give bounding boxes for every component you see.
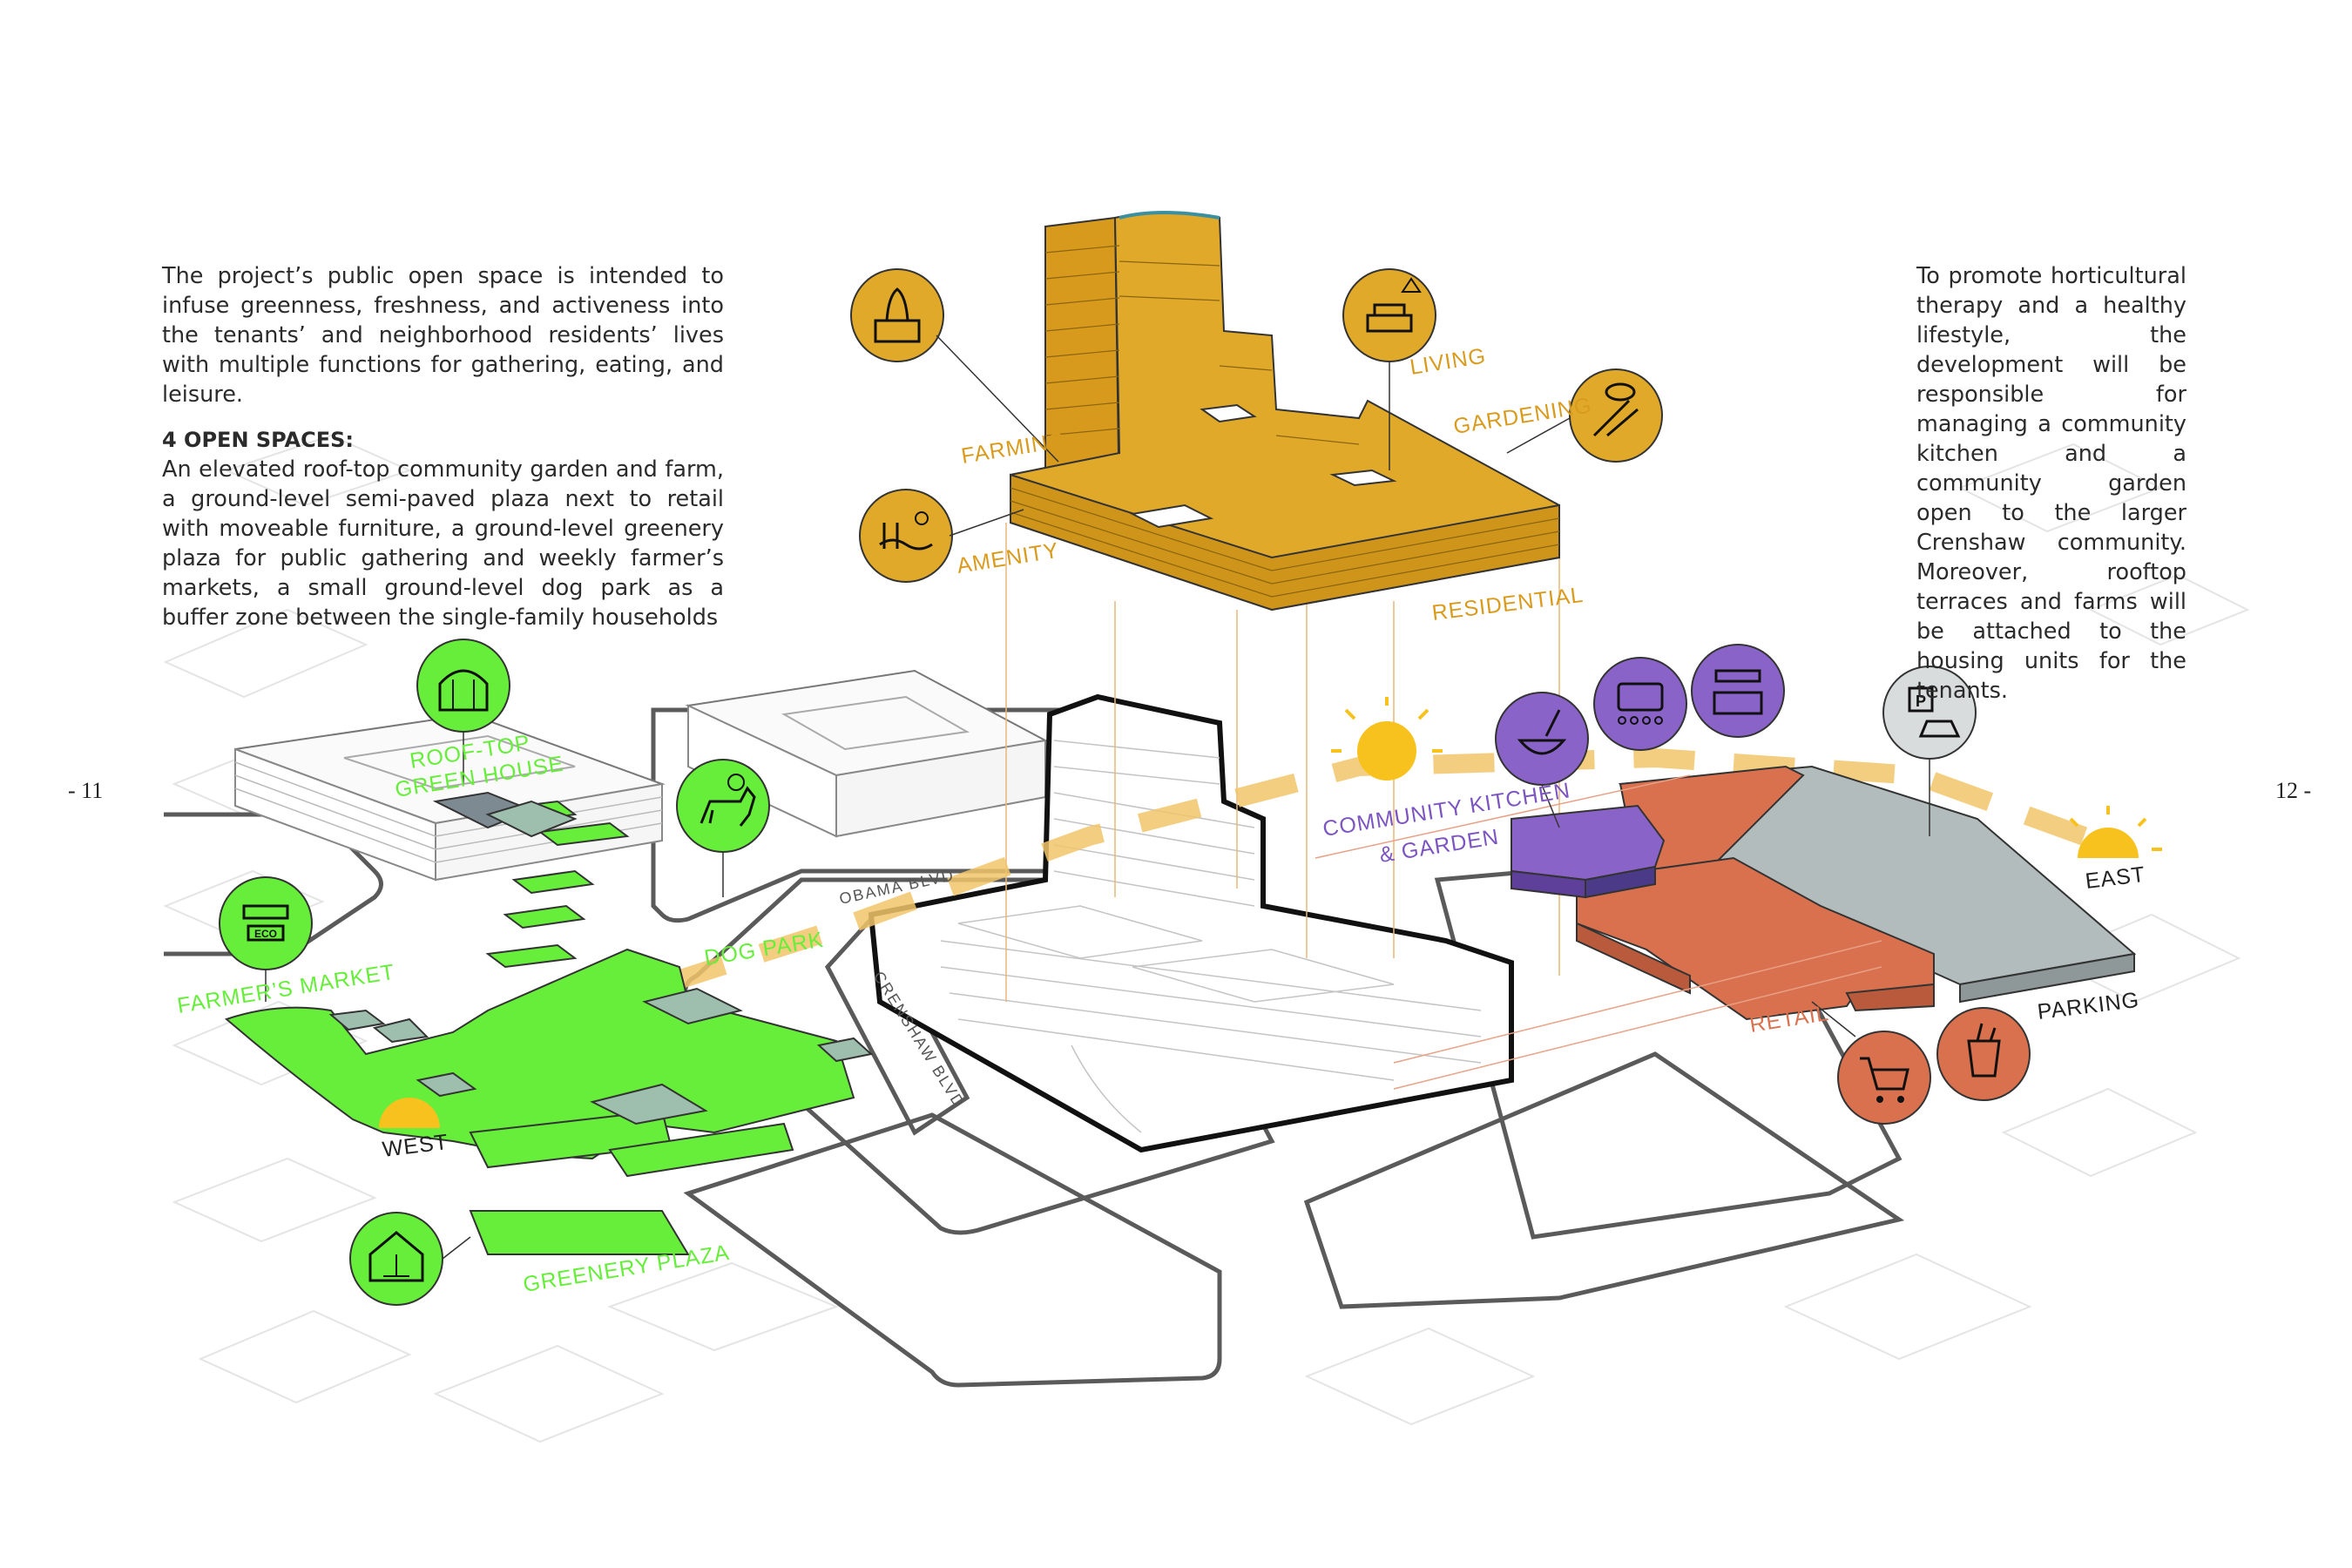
icon-circles: ECO P (219, 268, 2031, 1306)
residential-massing (1010, 211, 1560, 612)
community-text-block: To promote horticultural therapy and a h… (1916, 261, 2186, 706)
pavilion-roofs (328, 791, 874, 1125)
left-building-block (234, 713, 666, 882)
label-east: EAST (2084, 862, 2146, 894)
parking-icon: P (1882, 666, 1977, 760)
svg-text:P: P (1916, 693, 1926, 710)
obama-building (685, 669, 1049, 838)
label-amenity: AMENITY (956, 538, 1061, 578)
label-residential: RESIDENTIAL (1430, 583, 1585, 625)
pavilion-icon (349, 1212, 443, 1306)
amenity-icon (859, 489, 953, 583)
sun-icon (379, 697, 2162, 1128)
retail-parking-block (1511, 765, 2137, 1021)
open-spaces-paragraph: An elevated roof-top community garden an… (162, 456, 724, 631)
page-number-right: 12 - (2275, 778, 2312, 803)
label-west: WEST (381, 1130, 449, 1162)
grocery-icon (1936, 1007, 2031, 1101)
market-stall-icon: ECO (219, 876, 313, 970)
sun-path (388, 747, 2112, 1115)
intro-text-block: The project’s public open space is inten… (162, 261, 724, 632)
kitchen-icon (1691, 644, 1785, 738)
retail-leader-lines (1315, 774, 1882, 1090)
open-spaces-heading: 4 OPEN SPACES: (162, 428, 355, 452)
label-dog-park: DOG PARK (703, 928, 826, 970)
page-number-left: - 11 (68, 778, 104, 803)
gardening-icon (1569, 368, 1663, 463)
community-paragraph: To promote horticultural therapy and a h… (1916, 263, 2186, 704)
community-gathering-icon (1593, 657, 1687, 751)
living-icon (1342, 268, 1436, 362)
dog-icon (676, 759, 770, 853)
farming-icon (850, 268, 944, 362)
green-spaces (225, 800, 855, 1255)
label-parking: PARKING (2036, 988, 2140, 1024)
city-context-background (163, 434, 2250, 1443)
cart-icon (1837, 1031, 1931, 1125)
icon-connectors (265, 335, 1930, 1260)
kitchen-garden-icon (1495, 692, 1589, 786)
intro-paragraph: The project’s public open space is inten… (162, 263, 724, 408)
central-building-massing (868, 693, 1514, 1153)
svg-text:ECO: ECO (254, 928, 277, 940)
greenhouse-icon (416, 639, 510, 733)
